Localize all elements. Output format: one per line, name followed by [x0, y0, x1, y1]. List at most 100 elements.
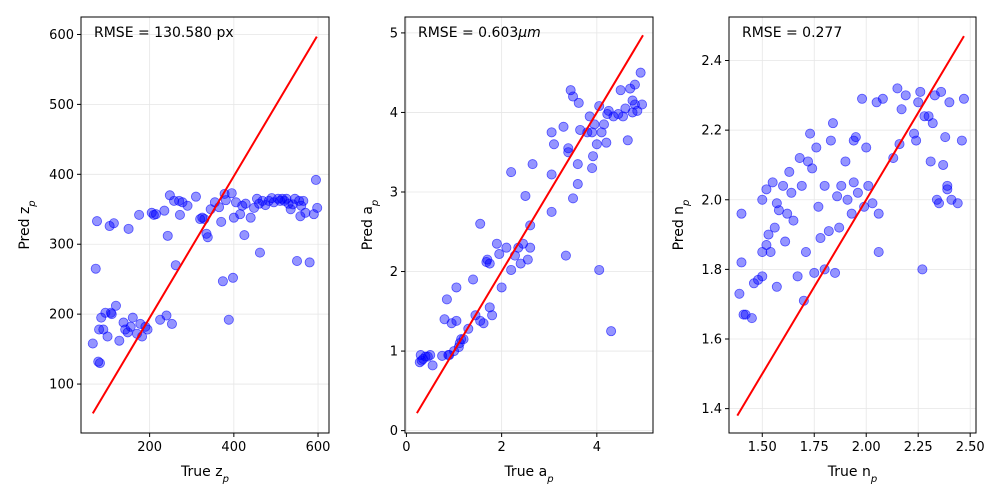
subplot-a: 0 2 4 0 1 2 3 4 5 True ap Pred ap RMSE = 0.603μm [360, 16, 654, 485]
x-tick-label: 1.75 [800, 440, 829, 455]
data-point [527, 159, 538, 170]
data-point [601, 137, 612, 148]
data-point [93, 356, 104, 367]
data-point [877, 93, 888, 104]
y-axis-label: Pred np [671, 200, 692, 251]
data-point [763, 229, 774, 240]
x-axis-label: True ap [503, 464, 553, 485]
x-tick-label: 400 [221, 440, 246, 455]
data-point [591, 139, 602, 150]
data-point [298, 195, 309, 206]
data-point [548, 139, 559, 150]
data-point [832, 191, 843, 202]
y-tick-label: 500 [49, 98, 74, 113]
y-tick-label: 2 [390, 265, 398, 280]
data-point [958, 93, 969, 104]
data-point [245, 212, 256, 223]
data-point [291, 256, 302, 267]
data-point [295, 211, 306, 222]
x-tick-label: 200 [137, 440, 162, 455]
data-point [917, 264, 928, 275]
data-point [938, 159, 949, 170]
data-point [736, 208, 747, 219]
y-tick-label: 300 [49, 238, 74, 253]
data-point [805, 128, 816, 139]
data-point [606, 326, 617, 337]
data-point [491, 238, 502, 249]
x-tick-label: 2.50 [956, 440, 985, 455]
data-point [573, 97, 584, 108]
data-point [475, 218, 486, 229]
data-point [546, 169, 557, 180]
rmse-annotation: RMSE = 0.277 [742, 25, 842, 41]
data-point [734, 288, 745, 299]
data-point [794, 152, 805, 163]
identity-line [91, 36, 318, 414]
data-point [848, 177, 859, 188]
data-point [177, 197, 188, 208]
data-point [190, 191, 201, 202]
data-point [813, 201, 824, 212]
data-point [216, 216, 227, 227]
data-point [182, 200, 193, 211]
data-point [312, 202, 323, 213]
data-point [809, 267, 820, 278]
y-axis-label: Pred ap [360, 200, 381, 251]
data-point [106, 309, 117, 320]
data-point [494, 249, 505, 260]
data-point [520, 190, 531, 201]
data-point [228, 212, 239, 223]
data-point [506, 167, 517, 178]
data-point [484, 302, 495, 313]
data-point [919, 111, 930, 122]
identity-line [416, 34, 644, 414]
data-point [223, 314, 234, 325]
data-point [308, 209, 319, 220]
data-point [867, 198, 878, 209]
x-tick-label: 2.25 [904, 440, 933, 455]
data-point [952, 198, 963, 209]
data-point [911, 135, 922, 146]
data-point [102, 331, 113, 342]
data-point [823, 226, 834, 237]
data-point [900, 90, 911, 101]
data-point [736, 257, 747, 268]
data-point [863, 180, 874, 191]
data-point [100, 307, 111, 318]
data-point [568, 91, 579, 102]
data-point [546, 206, 557, 217]
data-point [946, 194, 957, 205]
data-point [771, 281, 782, 292]
data-point [780, 236, 791, 247]
y-tick-label: 1.4 [701, 402, 722, 417]
data-point [852, 187, 863, 198]
data-point [572, 159, 583, 170]
y-tick-label: 3 [390, 185, 398, 200]
data-point [830, 267, 841, 278]
data-point [123, 223, 134, 234]
y-tick-label: 600 [49, 28, 74, 43]
data-point [629, 79, 640, 90]
data-point [596, 127, 607, 138]
data-point [861, 142, 872, 153]
plot-frame [404, 16, 654, 434]
data-point [637, 99, 648, 110]
data-point [800, 246, 811, 257]
data-point [92, 216, 103, 227]
data-point [202, 232, 213, 243]
y-axis-label: Pred zp [17, 200, 38, 249]
data-point [300, 207, 311, 218]
data-point [487, 310, 498, 321]
data-point [635, 67, 646, 78]
data-point [757, 271, 768, 282]
data-point [786, 187, 797, 198]
data-point [110, 300, 121, 311]
data-point [927, 118, 938, 129]
data-point [304, 257, 315, 268]
data-point [778, 180, 789, 191]
x-tick-label: 600 [306, 440, 331, 455]
data-point [588, 151, 599, 162]
data-point [896, 104, 907, 115]
data-point [235, 209, 246, 220]
data-point [425, 350, 436, 361]
